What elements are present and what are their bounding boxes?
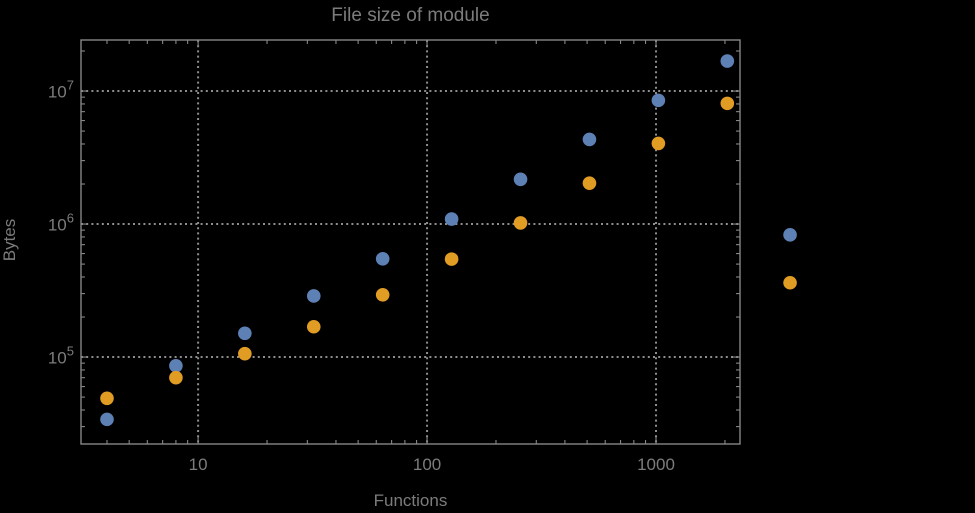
data-point-orange-32: [306, 319, 321, 334]
data-point-blue-64: [375, 251, 390, 266]
data-point-orange-256: [513, 216, 528, 230]
data-point-orange-8: [169, 370, 183, 385]
data-point-orange-16: [238, 346, 252, 361]
x-tick-label-10: 10: [189, 455, 208, 474]
data-point-orange-64: [375, 287, 390, 302]
x-axis-label: Functions: [373, 491, 448, 510]
data-point-orange-1024: [651, 136, 666, 151]
data-point-blue-1024: [651, 93, 666, 108]
chart-title: File size of module: [331, 5, 490, 26]
data-point-blue-2048: [720, 54, 735, 68]
data-point-orange-512: [582, 176, 597, 190]
data-points: [100, 54, 797, 427]
x-tick-label-1000: 1000: [637, 455, 675, 474]
right-marker-blue: [783, 228, 797, 242]
data-point-orange-2048: [720, 96, 735, 111]
data-point-orange-128: [444, 252, 459, 266]
data-point-blue-16: [238, 326, 252, 341]
data-point-blue-512: [582, 132, 597, 147]
data-point-blue-32: [306, 289, 321, 303]
y-tick-label-10e7: 107: [48, 78, 74, 102]
gridlines: [81, 40, 740, 444]
y-tick-label-10e6: 106: [48, 211, 74, 235]
axis-ticks: [81, 40, 740, 444]
x-tick-label-100: 100: [413, 455, 441, 474]
data-point-blue-256: [513, 172, 528, 187]
data-point-blue-128: [444, 212, 459, 226]
data-point-blue-8: [169, 358, 183, 373]
plot-frame: [80, 39, 741, 445]
data-point-orange-4: [100, 391, 114, 406]
y-tick-label-10e5: 105: [48, 344, 74, 368]
right-marker-orange: [783, 275, 797, 290]
data-point-blue-4: [100, 412, 114, 427]
